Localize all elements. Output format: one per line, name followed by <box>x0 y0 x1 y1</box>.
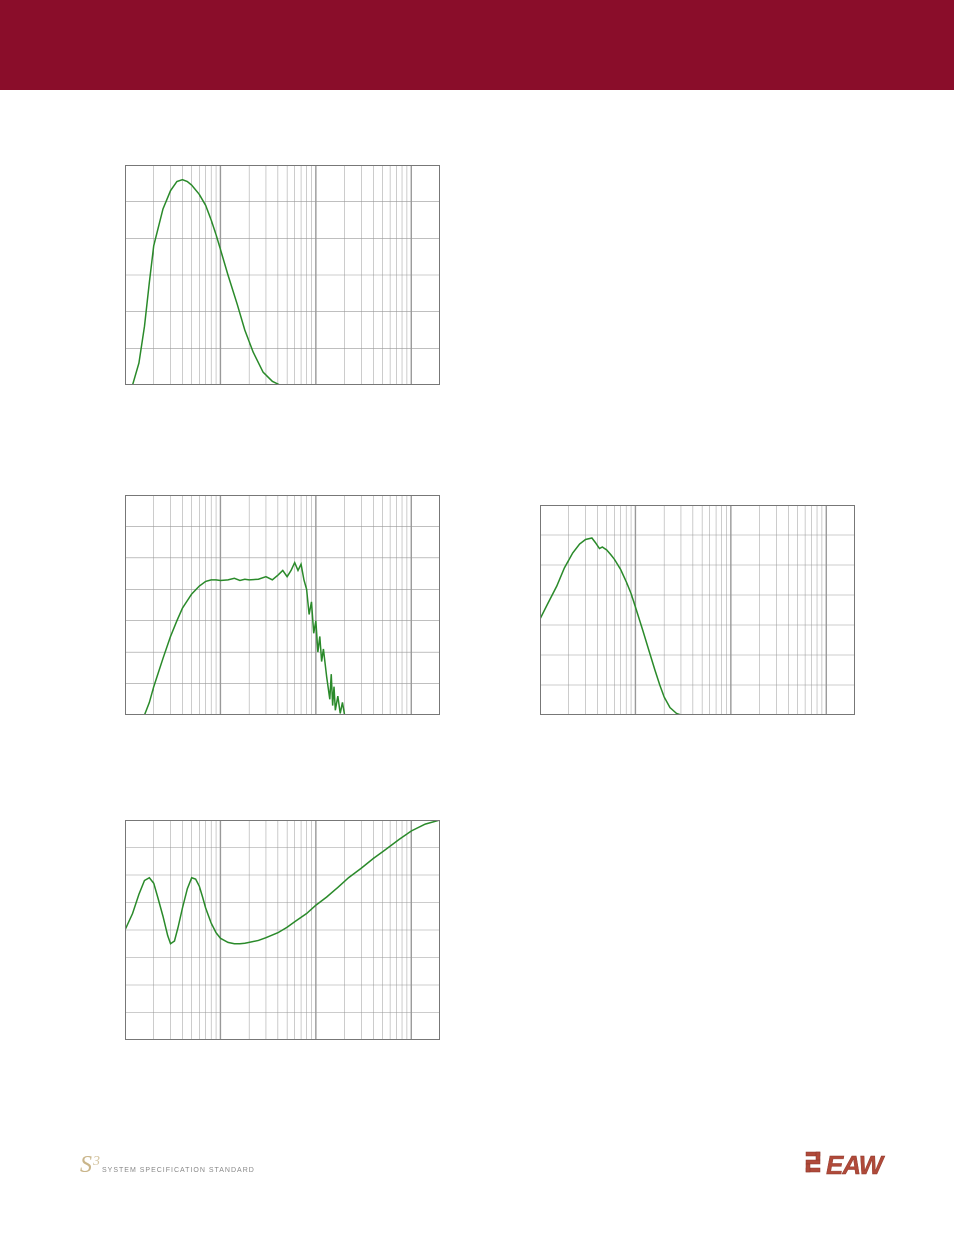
s3-s-glyph: S <box>80 1152 92 1178</box>
s3-3-glyph: 3 <box>92 1154 100 1169</box>
footer: S 3 SYSTEM SPECIFICATION STANDARD EAW <box>0 1135 954 1185</box>
chart2 <box>125 495 440 715</box>
header-banner <box>0 0 954 90</box>
s3-label: SYSTEM SPECIFICATION STANDARD <box>102 1167 255 1174</box>
chart4 <box>125 820 440 1040</box>
eaw-text: EAW <box>826 1150 886 1180</box>
chart1 <box>125 165 440 385</box>
chart3 <box>540 505 855 715</box>
eaw-logo: EAW <box>804 1146 914 1185</box>
s3-logo: S 3 SYSTEM SPECIFICATION STANDARD <box>80 1150 280 1185</box>
